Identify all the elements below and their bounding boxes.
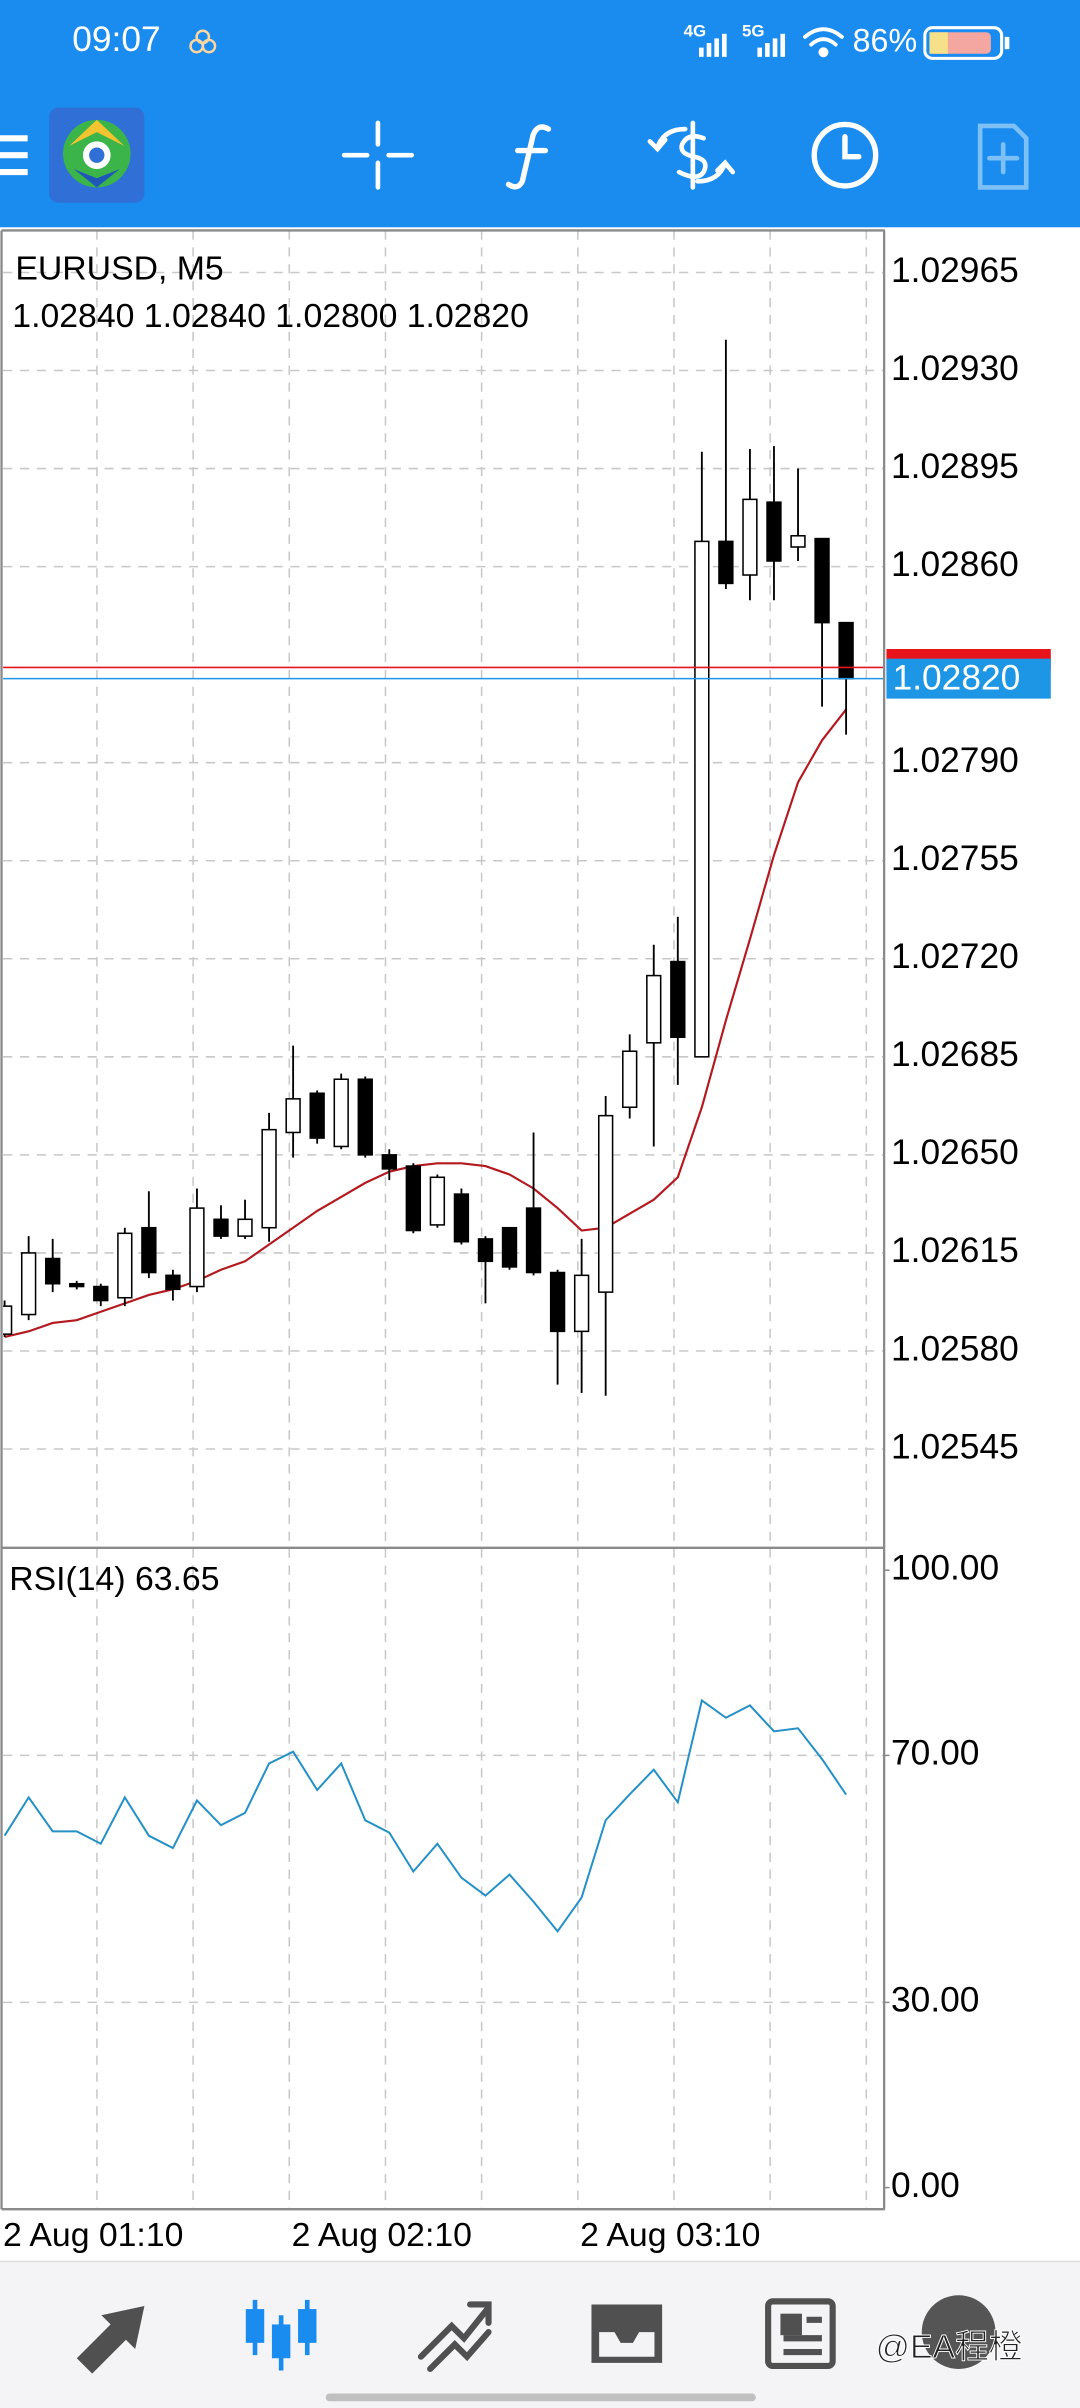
candle-body — [45, 1257, 61, 1285]
candle-body — [838, 621, 854, 680]
chart-tab[interactable] — [245, 2299, 317, 2371]
home-indicator — [325, 2393, 756, 2402]
app-logo[interactable] — [49, 107, 145, 203]
x-tick-label: 2 Aug 03:10 — [580, 2216, 760, 2254]
candle-body — [525, 1207, 542, 1274]
candle-body — [477, 1238, 494, 1263]
candle-body — [670, 960, 686, 1038]
news-tab[interactable] — [765, 2298, 836, 2369]
crosshair-button[interactable] — [341, 120, 415, 190]
indicators-button[interactable] — [505, 124, 552, 190]
moving-average — [4, 708, 847, 1339]
y-tick-label: 1.02790 — [891, 741, 1019, 780]
quotes-tab[interactable] — [76, 2305, 145, 2374]
candle-body — [189, 1207, 205, 1288]
candle-body — [20, 1252, 37, 1316]
trade-button[interactable] — [647, 120, 736, 190]
status-time: 09:07 — [72, 20, 160, 59]
candle-body — [622, 1050, 638, 1109]
y-tick-label: 30.00 — [891, 1981, 979, 2020]
candle-body — [141, 1226, 157, 1274]
y-tick-label: 1.02895 — [891, 447, 1019, 486]
y-tick-label: 1.02650 — [891, 1133, 1019, 1172]
bid-marker — [886, 658, 1051, 699]
rsi-plot — [3, 1698, 847, 1934]
battery-icon — [923, 26, 1010, 60]
trade-tab[interactable] — [417, 2301, 492, 2373]
candle-body — [501, 1226, 518, 1268]
y-tick-label: 1.02860 — [891, 545, 1019, 584]
candle-body — [285, 1098, 301, 1134]
y-tick-label: 1.02965 — [891, 251, 1019, 290]
watermark-avatar — [921, 2295, 996, 2369]
watermark: @EA程橙 — [876, 2328, 1023, 2366]
chart-subtitle: 1.02840 1.02840 1.02800 1.02820 — [12, 297, 529, 335]
bottom-nav — [0, 2261, 1080, 2408]
label-layer: 1.02965 1.02930 1.02895 1.02860 1.02790 1.027… — [3, 251, 1051, 2254]
candle-body — [718, 540, 734, 585]
chart-frame — [0, 229, 886, 2211]
candle-body — [357, 1078, 373, 1156]
candle-body — [573, 1274, 590, 1333]
y-tick-label: 1.02685 — [891, 1035, 1019, 1074]
candle-body — [381, 1154, 397, 1170]
battery-text: 86% — [853, 23, 918, 59]
candle-body — [694, 540, 710, 1058]
candle-body — [261, 1128, 277, 1229]
candle-body — [69, 1282, 85, 1288]
y-tick-label: 0.00 — [891, 2166, 960, 2205]
network-label: 4G — [684, 22, 707, 41]
y-tick-label: 1.02545 — [891, 1427, 1019, 1466]
candle-body — [766, 501, 782, 562]
candle-body — [3, 1305, 13, 1335]
y-tick-label: 1.02930 — [891, 349, 1019, 388]
candle-body — [213, 1218, 229, 1237]
x-tick-label: 2 Aug 01:10 — [3, 2216, 183, 2254]
header-bar — [0, 0, 1080, 228]
candle-body — [237, 1218, 253, 1237]
candle-body — [790, 535, 806, 548]
candle-body — [165, 1274, 181, 1291]
candle-body — [549, 1271, 566, 1333]
menu-button[interactable] — [0, 135, 28, 176]
bid-label: 1.02820 — [893, 659, 1021, 698]
rsi-line — [3, 1698, 847, 1934]
wifi-icon — [803, 27, 844, 58]
candle-body — [429, 1176, 446, 1226]
candle-body — [405, 1165, 422, 1232]
y-tick-label: 1.02615 — [891, 1231, 1019, 1270]
history-tab[interactable] — [591, 2304, 663, 2363]
candle-body — [93, 1285, 109, 1302]
candle-body — [646, 974, 662, 1044]
status-app-icon — [189, 29, 217, 54]
y-tick-label: 70.00 — [891, 1734, 979, 1773]
candle-body — [814, 537, 830, 624]
price-plot — [3, 339, 884, 1396]
signal-icon — [757, 33, 786, 57]
y-tick-label: 100.00 — [891, 1549, 999, 1588]
candle-body — [117, 1232, 133, 1299]
candle-body — [309, 1092, 325, 1139]
candle-body — [333, 1078, 349, 1148]
y-tick-label: 1.02755 — [891, 839, 1019, 878]
signal-icon — [699, 33, 727, 57]
y-tick-label: 1.02580 — [891, 1329, 1019, 1368]
history-button[interactable] — [811, 121, 879, 189]
new-order-button[interactable] — [977, 123, 1029, 190]
candle-body — [597, 1114, 614, 1293]
network-label: 5G — [742, 22, 765, 41]
y-tick-label: 1.02720 — [891, 937, 1019, 976]
x-tick-label: 2 Aug 02:10 — [292, 2216, 472, 2254]
grid-layer — [3, 230, 884, 2210]
chart-title: EURUSD, M5 — [15, 249, 223, 287]
candle-body — [742, 498, 758, 576]
rsi-title: RSI(14) 63.65 — [9, 1560, 219, 1598]
candle-body — [453, 1193, 470, 1243]
